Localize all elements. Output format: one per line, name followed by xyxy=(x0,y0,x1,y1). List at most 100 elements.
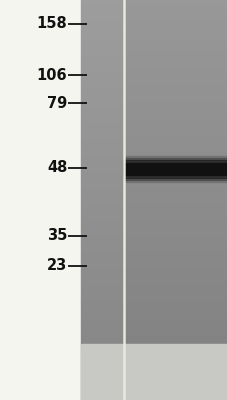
Bar xyxy=(124,57,227,60)
Bar xyxy=(124,273,227,277)
Bar xyxy=(81,170,124,173)
Bar xyxy=(124,343,227,347)
Bar xyxy=(81,270,124,273)
Bar xyxy=(81,160,124,163)
Bar xyxy=(81,167,124,170)
Bar xyxy=(81,70,124,73)
Bar xyxy=(124,323,227,327)
Bar xyxy=(124,333,227,337)
Bar xyxy=(81,320,124,323)
Bar xyxy=(81,57,124,60)
Bar xyxy=(81,250,124,253)
Text: 79: 79 xyxy=(47,96,67,111)
Bar xyxy=(81,240,124,243)
Bar xyxy=(81,253,124,257)
Bar xyxy=(81,363,124,367)
Bar xyxy=(81,133,124,137)
Bar xyxy=(81,360,124,363)
Bar xyxy=(124,143,227,147)
Bar xyxy=(81,280,124,283)
Bar xyxy=(124,223,227,227)
Bar xyxy=(81,20,124,23)
Bar xyxy=(124,393,227,397)
Bar xyxy=(81,353,124,357)
Bar xyxy=(81,190,124,193)
Bar xyxy=(81,263,124,267)
Bar xyxy=(81,120,124,123)
Bar xyxy=(124,263,227,267)
Bar xyxy=(124,150,227,153)
Bar xyxy=(124,290,227,293)
Bar xyxy=(124,37,227,40)
Bar xyxy=(124,313,227,317)
Bar xyxy=(81,390,124,393)
Bar xyxy=(81,123,124,127)
Bar xyxy=(124,153,227,157)
Bar xyxy=(81,297,124,300)
Bar xyxy=(81,373,124,377)
Bar xyxy=(81,370,124,373)
Bar xyxy=(124,230,227,233)
Bar xyxy=(124,170,227,173)
Bar xyxy=(124,240,227,243)
Bar xyxy=(81,307,124,310)
Bar xyxy=(124,267,227,270)
Bar xyxy=(124,237,227,240)
Bar xyxy=(124,180,227,183)
Bar xyxy=(81,103,124,107)
Bar xyxy=(81,344,227,400)
Bar xyxy=(124,233,227,237)
Bar xyxy=(81,243,124,247)
Bar xyxy=(124,243,227,247)
Bar xyxy=(81,127,124,130)
Bar xyxy=(81,273,124,277)
Bar xyxy=(124,160,227,178)
Bar xyxy=(81,173,124,177)
Bar xyxy=(81,310,124,313)
Bar xyxy=(81,367,124,370)
Bar xyxy=(124,177,227,180)
Bar xyxy=(81,337,124,340)
Bar xyxy=(124,7,227,10)
Bar xyxy=(124,220,227,223)
Bar xyxy=(81,393,124,397)
Bar xyxy=(124,60,227,63)
Bar xyxy=(124,0,227,3)
Bar xyxy=(124,167,227,170)
Bar xyxy=(81,293,124,297)
Bar xyxy=(124,100,227,103)
Bar xyxy=(81,377,124,380)
Bar xyxy=(124,90,227,93)
Bar xyxy=(81,323,124,327)
Bar xyxy=(81,77,124,80)
Bar xyxy=(124,293,227,297)
Bar xyxy=(124,173,227,177)
Bar xyxy=(81,207,124,210)
Bar xyxy=(124,110,227,113)
Bar xyxy=(124,120,227,123)
Bar xyxy=(124,390,227,393)
Bar xyxy=(81,300,124,303)
Bar xyxy=(81,197,124,200)
Bar xyxy=(81,277,124,280)
Bar xyxy=(124,123,227,127)
Bar xyxy=(124,387,227,390)
Bar xyxy=(124,320,227,323)
Bar xyxy=(124,13,227,17)
Bar xyxy=(81,137,124,140)
Bar xyxy=(124,163,227,167)
Bar xyxy=(124,357,227,360)
Bar xyxy=(81,397,124,400)
Bar xyxy=(81,237,124,240)
Bar xyxy=(81,130,124,133)
Bar xyxy=(81,23,124,27)
Bar xyxy=(81,200,124,203)
Bar xyxy=(124,80,227,83)
Bar xyxy=(124,330,227,333)
Bar xyxy=(81,27,124,30)
Bar xyxy=(124,260,227,263)
Bar xyxy=(81,87,124,90)
Bar xyxy=(81,350,124,353)
Bar xyxy=(124,277,227,280)
Bar xyxy=(81,230,124,233)
